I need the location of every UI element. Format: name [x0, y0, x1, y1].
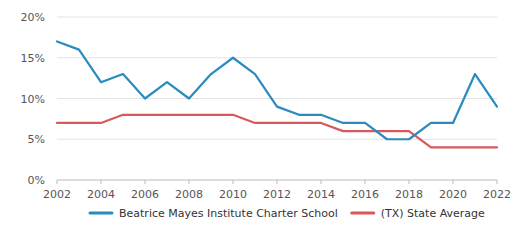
series-line — [57, 41, 497, 139]
chart-container: 0% 5% 10% 15% 20% 2002 2004 2006 2008 2010 2012 201… — [0, 0, 524, 230]
legend: Beatrice Mayes Institute Charter School (… — [90, 207, 485, 220]
legend-label: (TX) State Average — [381, 207, 485, 220]
legend-swatch — [90, 212, 112, 215]
x-tick-label: 2016 — [351, 188, 379, 201]
x-tick — [145, 180, 146, 184]
y-tick-label: 5% — [28, 133, 45, 146]
x-tick — [365, 180, 366, 184]
chart-svg: 0% 5% 10% 15% 20% 2002 2004 2006 2008 2010 2012 201… — [0, 0, 524, 230]
y-tick-label: 15% — [21, 52, 45, 65]
x-tick — [321, 180, 322, 184]
x-tick-label: 2018 — [395, 188, 423, 201]
x-tick — [57, 180, 58, 184]
legend-swatch — [352, 212, 374, 215]
grid-line — [57, 57, 497, 58]
grid-line — [57, 17, 497, 18]
grid-line — [57, 98, 497, 99]
x-tick — [101, 180, 102, 184]
x-tick — [277, 180, 278, 184]
x-tick — [409, 180, 410, 184]
grid-line — [57, 139, 497, 140]
x-tick-label: 2012 — [263, 188, 291, 201]
y-tick-label: 0% — [28, 174, 45, 187]
x-tick-label: 2020 — [439, 188, 467, 201]
x-tick-label: 2010 — [219, 188, 247, 201]
x-tick — [497, 180, 498, 184]
x-tick-label: 2022 — [483, 188, 511, 201]
y-tick-label: 10% — [21, 93, 45, 106]
x-tick — [233, 180, 234, 184]
x-tick — [189, 180, 190, 184]
x-tick-label: 2008 — [175, 188, 203, 201]
x-tick-label: 2002 — [43, 188, 71, 201]
series-line — [57, 115, 497, 148]
y-tick-label: 20% — [21, 11, 45, 24]
x-tick-label: 2014 — [307, 188, 335, 201]
x-tick — [453, 180, 454, 184]
legend-label: Beatrice Mayes Institute Charter School — [119, 207, 338, 220]
x-tick-label: 2006 — [131, 188, 159, 201]
x-tick-label: 2004 — [87, 188, 115, 201]
plot-area — [57, 41, 497, 147]
